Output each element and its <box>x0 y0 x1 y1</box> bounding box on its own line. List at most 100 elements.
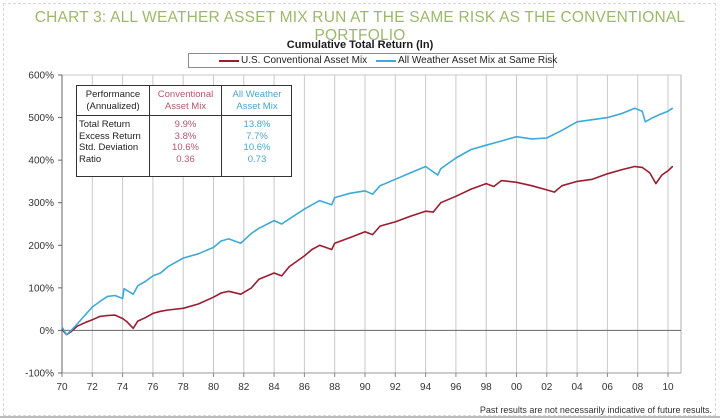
chart-legend: U.S. Conventional Asset Mix All Weather … <box>188 53 557 68</box>
bottom-divider <box>0 416 720 418</box>
data-point-all-weather <box>281 223 283 225</box>
x-tick-label: 90 <box>359 382 371 393</box>
x-tick-label: 92 <box>390 382 402 393</box>
x-tick-label: 04 <box>572 382 584 393</box>
data-point-all-weather <box>99 300 101 303</box>
data-point-conventional <box>649 172 651 174</box>
data-point-all-weather <box>70 329 72 331</box>
data-point-conventional <box>440 202 442 204</box>
data-point-all-weather <box>364 190 366 192</box>
data-point-conventional <box>319 244 321 246</box>
table-col-metric: Performance (Annualized) Total Return Ex… <box>77 86 149 176</box>
data-point-all-weather <box>409 172 411 174</box>
y-tick-label: 300% <box>28 198 54 209</box>
data-point-conventional <box>576 180 578 182</box>
data-point-all-weather <box>61 326 63 328</box>
data-point-conventional <box>493 185 495 188</box>
data-point-all-weather <box>652 117 654 119</box>
series-line-all-weather <box>61 107 673 336</box>
row-label: Excess Return <box>79 130 141 142</box>
data-point-all-weather <box>84 314 86 317</box>
data-point-all-weather <box>659 113 662 115</box>
data-point-all-weather <box>114 294 116 297</box>
x-tick-label: 70 <box>56 382 68 393</box>
performance-table: Performance (Annualized) Total Return Ex… <box>76 85 292 177</box>
axes <box>58 74 681 377</box>
y-tick-label: 100% <box>28 283 54 294</box>
data-point-conventional <box>240 293 242 295</box>
x-tick-labels: 70 72 74 76 78 80 82 84 86 88 90 92 94 96 98 00 02 04 06 08… <box>56 382 674 393</box>
data-point-all-weather <box>197 253 199 255</box>
data-point-all-weather <box>515 136 518 138</box>
y-tick-labels: -100% 0% 100% 200% 300% 400% 500% 600% <box>25 71 54 380</box>
data-point-all-weather <box>152 275 154 277</box>
data-point-conventional <box>425 210 427 212</box>
data-point-conventional <box>303 255 305 257</box>
data-point-all-weather <box>91 306 93 308</box>
data-point-conventional <box>144 317 146 319</box>
data-point-all-weather <box>240 242 242 244</box>
x-tick-label: 96 <box>450 382 462 393</box>
x-tick-label: 82 <box>238 382 250 393</box>
data-point-all-weather <box>379 185 381 187</box>
data-point-conventional <box>455 195 457 197</box>
x-tick-label: 84 <box>269 382 281 393</box>
data-point-conventional <box>500 180 502 182</box>
data-point-conventional <box>349 237 351 239</box>
data-point-conventional <box>126 321 128 323</box>
data-point-all-weather <box>671 107 674 109</box>
data-point-conventional <box>281 275 283 277</box>
data-point-all-weather <box>546 137 548 139</box>
legend-item-all-weather: All Weather Asset Mix at Same Risk <box>376 55 557 66</box>
data-point-all-weather <box>331 204 333 206</box>
data-point-all-weather <box>76 323 78 325</box>
data-point-all-weather <box>167 266 169 268</box>
data-point-all-weather <box>159 272 162 274</box>
cell-all-weather: 10.6% <box>243 142 271 153</box>
data-point-all-weather <box>303 208 305 210</box>
table-col-all-weather: All Weather Asset Mix 13.8% 7.7% 10.6% 0… <box>221 86 292 176</box>
data-point-conventional <box>372 234 374 236</box>
header-line: Asset Mix <box>236 100 278 112</box>
data-point-conventional <box>250 287 252 289</box>
data-point-all-weather <box>144 280 146 283</box>
data-point-conventional <box>531 185 533 187</box>
data-point-all-weather <box>634 107 636 109</box>
data-point-all-weather <box>485 144 487 146</box>
data-point-conventional <box>197 303 199 305</box>
data-point-conventional <box>606 173 609 175</box>
data-point-conventional <box>106 314 109 317</box>
data-point-conventional <box>655 183 657 185</box>
data-point-all-weather <box>641 110 643 112</box>
x-tick-label: 72 <box>87 382 99 393</box>
cell-all-weather: 13.8% <box>243 119 271 130</box>
x-tick-label: 86 <box>299 382 311 393</box>
data-point-conventional <box>379 225 381 227</box>
y-tick-label: 0% <box>40 326 55 337</box>
data-point-all-weather <box>455 157 457 159</box>
grid-lines <box>62 74 682 373</box>
data-point-conventional <box>515 181 518 183</box>
header-line: Performance <box>85 89 141 100</box>
page-frame <box>3 3 716 416</box>
y-tick-label: 500% <box>28 113 54 124</box>
table-header-all-weather: All Weather Asset Mix <box>222 86 292 116</box>
data-point-all-weather <box>349 192 351 194</box>
data-point-conventional <box>364 231 366 233</box>
data-point-conventional <box>334 242 336 244</box>
data-point-conventional <box>288 266 290 268</box>
data-point-conventional <box>432 211 434 213</box>
series-lines <box>61 107 674 336</box>
legend-swatch-all-weather <box>376 59 396 62</box>
data-point-conventional <box>258 278 260 280</box>
x-tick-label: 06 <box>602 382 614 393</box>
data-point-all-weather <box>258 227 260 229</box>
data-point-conventional <box>311 248 313 251</box>
x-tick-label: 78 <box>178 382 190 393</box>
data-point-all-weather <box>288 218 290 220</box>
data-point-all-weather <box>65 334 68 336</box>
row-label: Total Return <box>79 119 131 130</box>
data-point-conventional <box>641 166 643 168</box>
data-point-all-weather <box>561 129 563 131</box>
